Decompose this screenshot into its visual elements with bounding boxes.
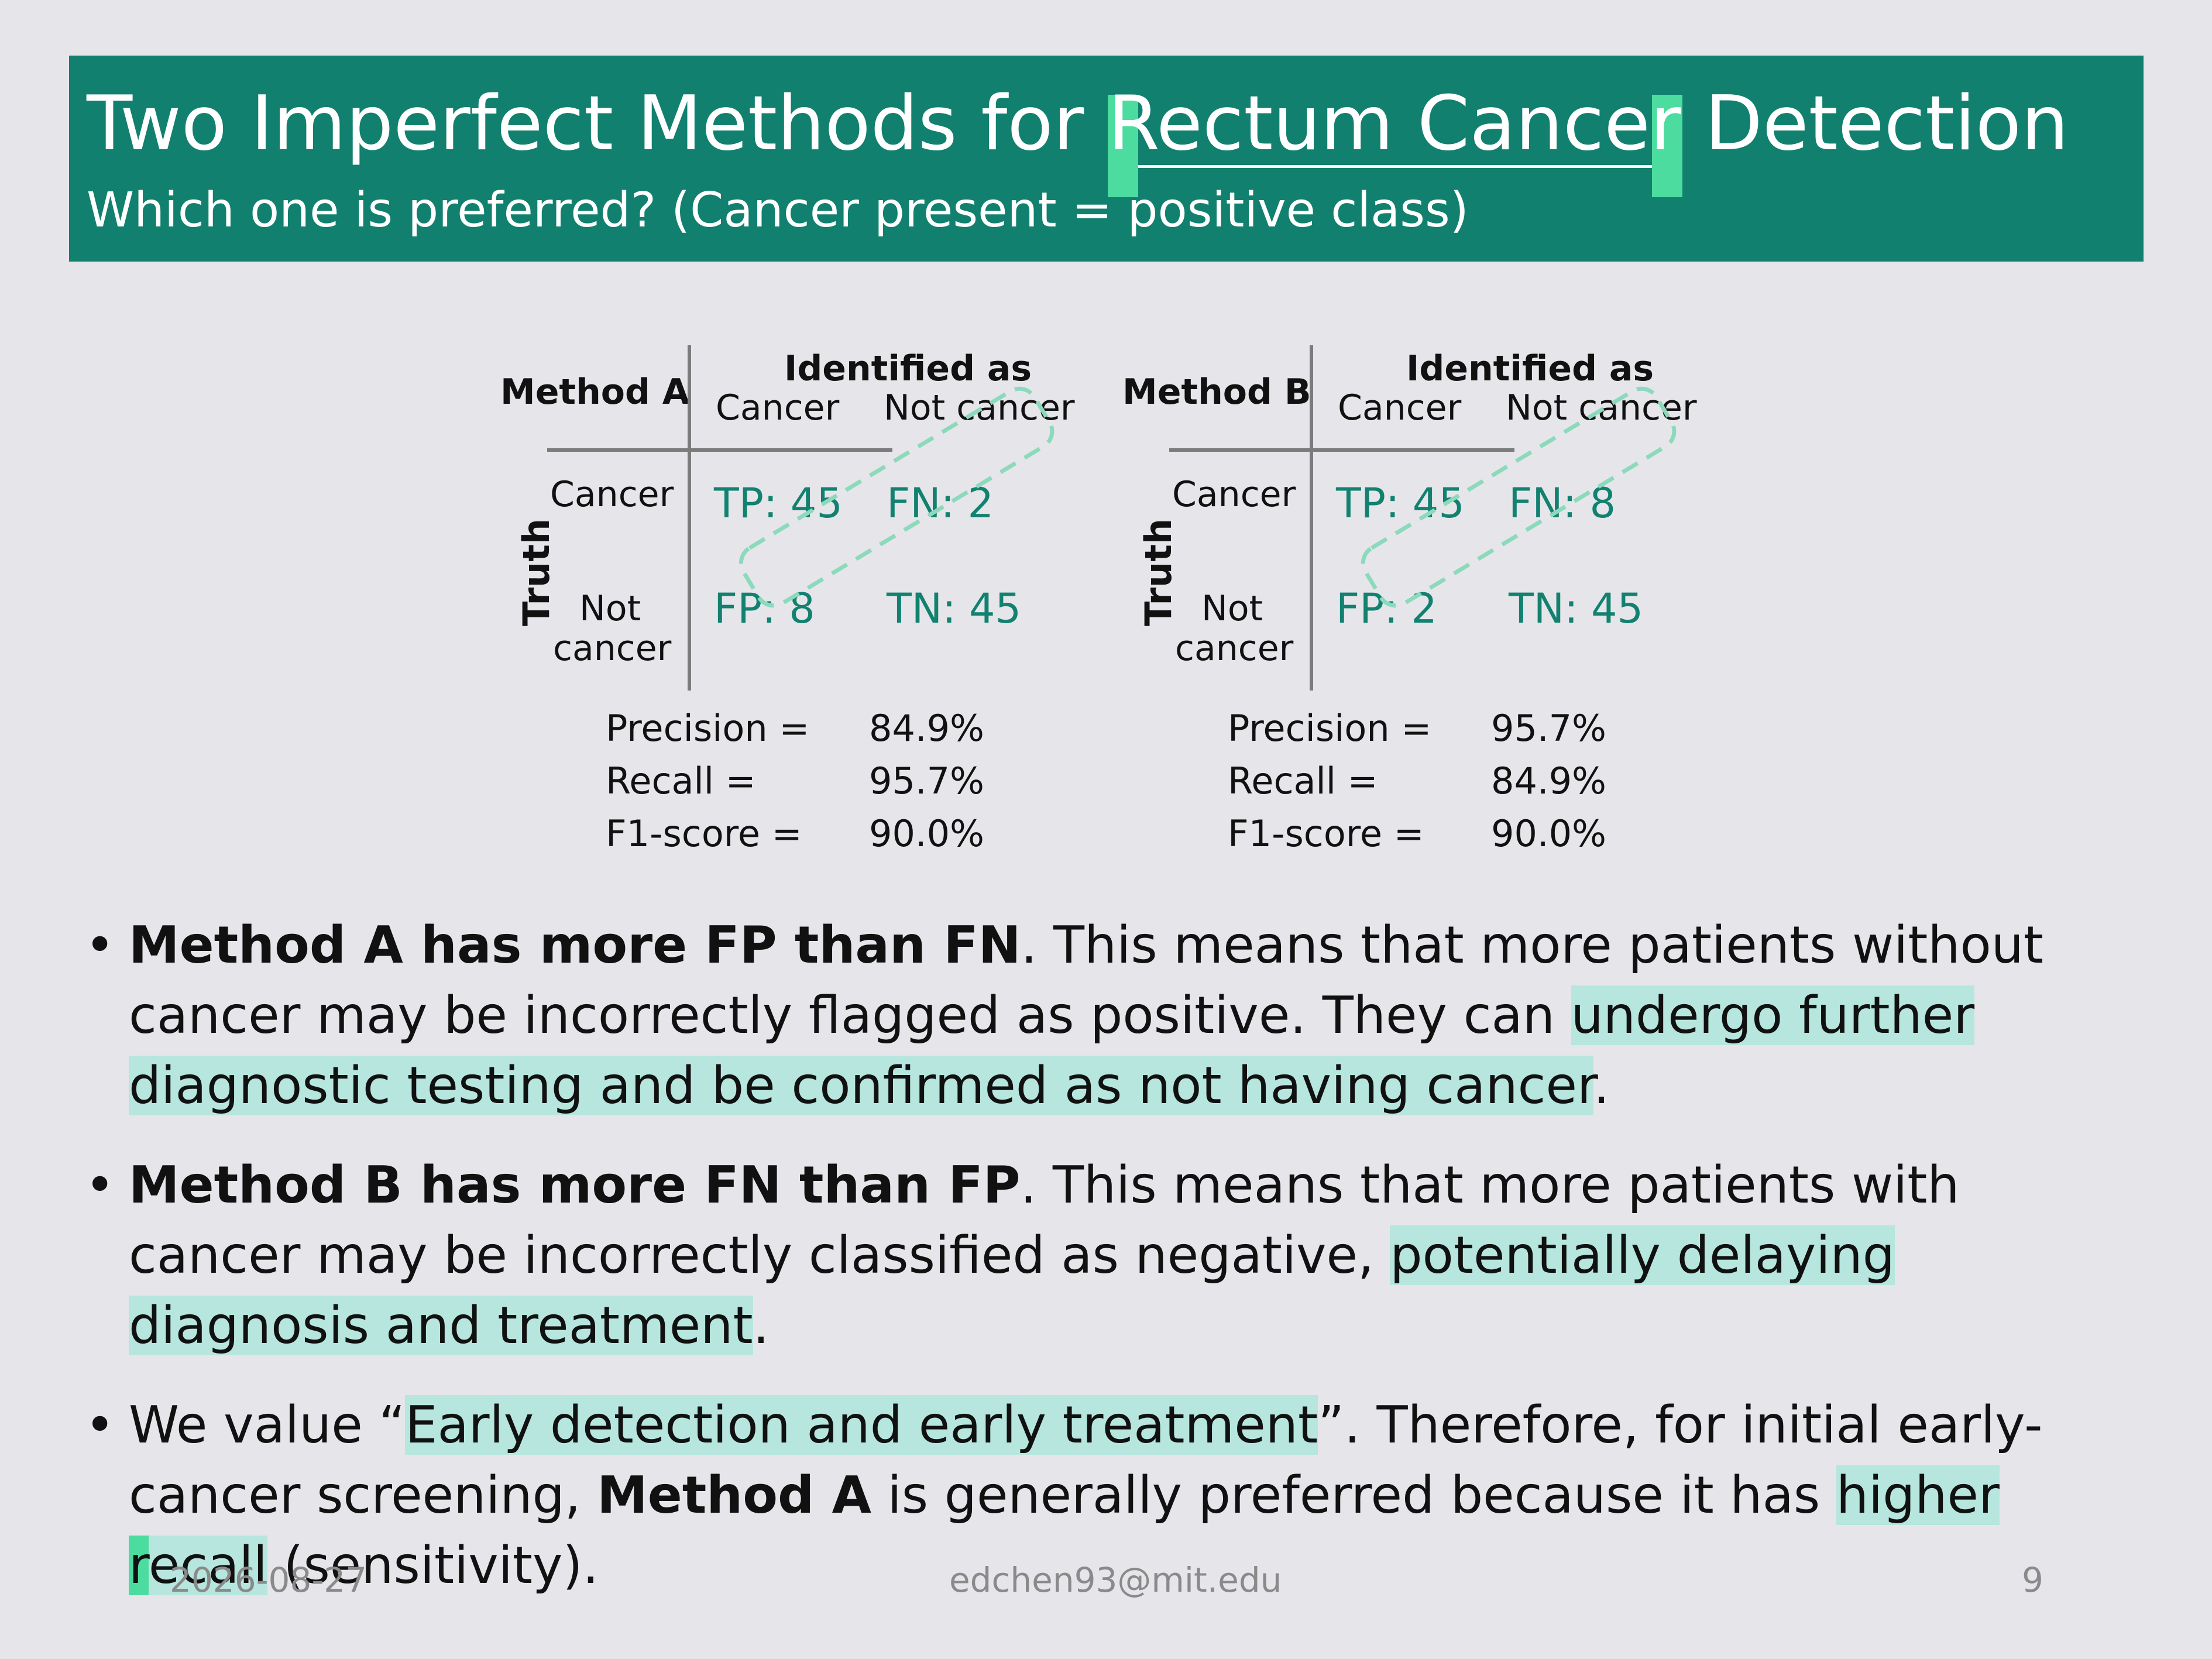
recall-value: 84.9%	[1491, 760, 1606, 802]
matrix-vertical-divider	[1310, 345, 1313, 691]
matrix-fn: FN: 2	[887, 479, 994, 527]
error-cells-dashed-outline	[739, 386, 1055, 608]
matrix-row-cancer: Cancer	[550, 474, 674, 515]
bullet-bold-text: Method A has more FP than FN	[129, 915, 1021, 975]
matrix-horizontal-divider	[1169, 448, 1514, 452]
matrix-method-label: Method A	[500, 372, 690, 413]
bullet-text: .	[753, 1296, 770, 1355]
bullet-dot: •	[85, 915, 115, 975]
highlighted-text: Early detection and early treatment	[405, 1395, 1318, 1455]
matrix-row-cancer2: cancer	[1175, 628, 1294, 669]
matrix-col-cancer: Cancer	[716, 387, 840, 428]
recall-label: Recall =	[606, 760, 756, 802]
slide-subtitle: Which one is preferred? (Cancer present …	[87, 183, 1469, 238]
precision-label: Precision =	[1228, 707, 1432, 750]
text-cursor-highlight	[1651, 95, 1682, 197]
f1-value: 90.0%	[869, 812, 984, 855]
text-cursor-highlight	[1107, 95, 1138, 197]
title-underlined-text: Rectum Cancer	[1107, 83, 1682, 197]
footer-page-number: 9	[2022, 1560, 2043, 1600]
matrix-row-cancer2: cancer	[553, 628, 672, 669]
slide-title: Two Imperfect Methods for Rectum Cancer …	[87, 80, 2069, 197]
precision-label: Precision =	[606, 707, 810, 750]
title-text-post: Detection	[1681, 80, 2069, 167]
matrix-row-not: Not	[1201, 588, 1263, 629]
matrix-horizontal-divider	[547, 448, 892, 452]
f1-label: F1-score =	[1228, 812, 1424, 855]
confusion-matrix-a: Method A Identified as Cancer Not cancer…	[500, 334, 1144, 884]
title-text-pre: Two Imperfect Methods for	[87, 80, 1108, 167]
matrix-tn: TN: 45	[887, 585, 1022, 633]
bullet-bold-text: Method A	[597, 1465, 871, 1525]
precision-value: 84.9%	[869, 707, 984, 750]
bullet-list: • Method A has more FP than FN. This mea…	[85, 910, 2145, 1630]
matrix-identified-as: Identified as	[784, 348, 1032, 389]
bullet-text: .	[1593, 1056, 1610, 1115]
matrix-vertical-divider	[688, 345, 691, 691]
bullet-text: (sensitivity).	[267, 1536, 599, 1595]
bullet-text: . This means that more patients without …	[129, 915, 2044, 1045]
bullet-item-conclusion: • We value “Early detection and early tr…	[85, 1390, 2145, 1600]
slide-header: Two Imperfect Methods for Rectum Cancer …	[69, 56, 2144, 262]
matrix-identified-as: Identified as	[1406, 348, 1654, 389]
matrix-col-cancer: Cancer	[1338, 387, 1462, 428]
confusion-matrix-b: Method B Identified as Cancer Not cancer…	[1122, 334, 1766, 884]
error-cells-dashed-outline	[1361, 386, 1677, 608]
matrix-method-label: Method B	[1122, 372, 1311, 413]
bullet-item-method-a: • Method A has more FP than FN. This mea…	[85, 910, 2145, 1121]
footer-date: 2026-08-27	[170, 1560, 367, 1600]
bullet-dot: •	[85, 1155, 115, 1215]
f1-label: F1-score =	[606, 812, 802, 855]
bullet-text: ”. Therefore, for initial early-cancer s…	[129, 1395, 2043, 1525]
recall-value: 95.7%	[869, 760, 984, 802]
matrix-row-cancer: Cancer	[1172, 474, 1296, 515]
bullet-text: We value “	[129, 1395, 406, 1455]
bullet-text: . This means that more patients with can…	[129, 1155, 1960, 1285]
recall-label: Recall =	[1228, 760, 1378, 802]
bullet-item-method-b: • Method B has more FN than FP. This mea…	[85, 1150, 2145, 1361]
f1-value: 90.0%	[1491, 812, 1606, 855]
bullet-dot: •	[85, 1395, 115, 1455]
matrix-tn: TN: 45	[1509, 585, 1644, 633]
bullet-text: is generally preferred because it has	[871, 1465, 1836, 1525]
text-cursor-highlight: r	[129, 1536, 149, 1595]
precision-value: 95.7%	[1491, 707, 1606, 750]
bullet-bold-text: Method B has more FN than FP	[129, 1155, 1021, 1215]
footer-email: edchen93@mit.edu	[949, 1560, 1282, 1600]
matrix-fn: FN: 8	[1509, 479, 1616, 527]
matrix-row-not: Not	[579, 588, 641, 629]
